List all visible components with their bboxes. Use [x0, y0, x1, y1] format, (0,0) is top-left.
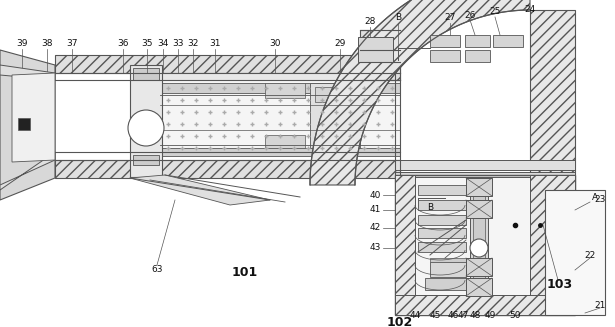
Bar	[130, 65, 162, 177]
Bar	[530, 10, 575, 190]
Text: 32: 32	[188, 40, 199, 48]
Bar	[425, 278, 467, 290]
Bar	[418, 242, 466, 252]
Text: 28: 28	[364, 18, 376, 26]
Text: 29: 29	[335, 40, 346, 48]
Bar	[265, 135, 305, 148]
Bar	[545, 190, 605, 315]
Bar	[466, 258, 492, 276]
Bar	[415, 175, 530, 295]
Text: 49: 49	[485, 311, 496, 319]
Text: 30: 30	[269, 40, 281, 48]
Text: 27: 27	[444, 13, 456, 23]
Text: 103: 103	[547, 279, 573, 291]
Text: 43: 43	[370, 244, 381, 252]
Text: 24: 24	[525, 6, 536, 14]
Bar	[466, 200, 492, 218]
Bar	[160, 80, 400, 152]
Bar	[55, 160, 400, 178]
Text: 44: 44	[410, 311, 421, 319]
Text: 39: 39	[16, 40, 28, 48]
Bar	[310, 83, 360, 148]
Bar	[430, 35, 460, 47]
Bar	[160, 83, 400, 93]
Bar	[530, 175, 575, 315]
Bar	[160, 73, 400, 80]
Bar	[395, 295, 575, 315]
Polygon shape	[0, 50, 55, 200]
Bar	[430, 258, 466, 262]
Bar	[395, 172, 575, 177]
Bar	[360, 62, 400, 80]
Text: 41: 41	[370, 205, 381, 215]
Text: 21: 21	[594, 301, 606, 309]
Circle shape	[128, 110, 164, 146]
Text: 38: 38	[41, 40, 53, 48]
Bar	[418, 215, 466, 225]
Bar	[18, 118, 30, 130]
Bar	[360, 30, 400, 50]
Text: 50: 50	[509, 311, 521, 319]
Bar	[493, 35, 523, 47]
Text: 25: 25	[490, 8, 501, 16]
Polygon shape	[12, 73, 55, 162]
Text: B: B	[427, 203, 433, 213]
Text: 34: 34	[157, 40, 169, 48]
Text: 102: 102	[387, 316, 413, 327]
Polygon shape	[0, 65, 55, 80]
Circle shape	[470, 239, 488, 257]
Bar	[466, 278, 492, 296]
Text: 35: 35	[141, 40, 153, 48]
Text: 36: 36	[117, 40, 129, 48]
Bar	[315, 135, 355, 145]
Text: 26: 26	[464, 10, 475, 20]
Bar	[430, 50, 460, 62]
Bar	[418, 228, 466, 238]
Text: 47: 47	[458, 311, 469, 319]
Bar	[395, 175, 575, 315]
Text: A: A	[592, 194, 598, 202]
Text: 22: 22	[584, 250, 595, 260]
Bar	[265, 83, 305, 98]
Text: 23: 23	[594, 196, 606, 204]
Bar	[395, 160, 575, 170]
Bar	[160, 148, 400, 156]
Bar	[473, 180, 485, 286]
Polygon shape	[130, 175, 270, 205]
Bar	[315, 87, 355, 102]
Bar	[418, 185, 466, 195]
Bar	[465, 50, 490, 62]
Text: 33: 33	[172, 40, 184, 48]
Polygon shape	[0, 152, 55, 190]
Text: 42: 42	[370, 223, 381, 232]
Bar	[466, 178, 492, 196]
Bar	[418, 200, 466, 210]
Text: 48: 48	[469, 311, 481, 319]
Bar	[55, 55, 400, 73]
Bar	[465, 35, 490, 47]
Text: 31: 31	[209, 40, 221, 48]
Bar	[133, 68, 159, 80]
Bar	[395, 175, 415, 315]
Polygon shape	[310, 0, 530, 185]
Text: 40: 40	[370, 191, 381, 199]
Text: 46: 46	[447, 311, 459, 319]
Text: B: B	[395, 13, 401, 23]
Bar	[133, 155, 159, 165]
Bar	[358, 37, 393, 62]
Bar	[430, 262, 466, 277]
Text: 63: 63	[151, 266, 163, 274]
Text: 101: 101	[232, 266, 258, 279]
Text: 37: 37	[66, 40, 77, 48]
Bar	[470, 178, 488, 288]
Text: 45: 45	[429, 311, 441, 319]
